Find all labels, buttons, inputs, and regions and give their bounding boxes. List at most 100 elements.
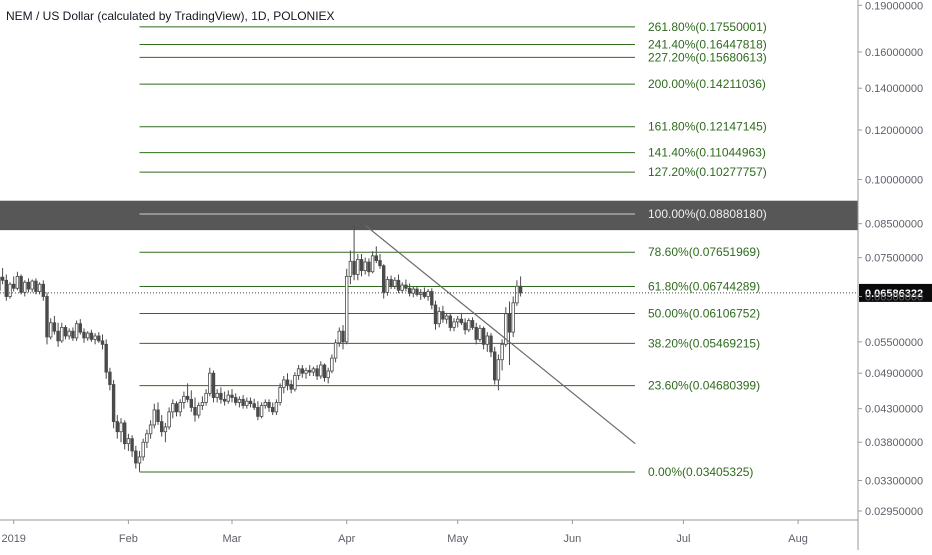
- candle-body: [338, 331, 341, 343]
- candle: [216, 389, 219, 402]
- candle: [456, 316, 459, 327]
- candle: [131, 435, 134, 457]
- candle: [90, 330, 93, 342]
- candle: [190, 390, 193, 411]
- candle-body: [345, 276, 348, 341]
- candle: [53, 316, 56, 335]
- candle-body: [390, 279, 393, 286]
- candle-body: [357, 259, 360, 274]
- candle-body: [227, 395, 230, 401]
- candle: [394, 277, 397, 289]
- candle-body: [61, 327, 64, 340]
- candle: [197, 402, 200, 418]
- candle-body: [434, 305, 437, 324]
- candle: [209, 368, 212, 397]
- candle-body: [475, 327, 478, 339]
- candle-body: [105, 344, 108, 372]
- candle-body: [57, 331, 60, 341]
- candle: [416, 286, 419, 296]
- candle: [449, 314, 452, 331]
- candle: [275, 399, 278, 415]
- chart-title: NEM / US Dollar (calculated by TradingVi…: [6, 9, 335, 23]
- candle: [497, 354, 500, 390]
- candle-body: [194, 407, 197, 415]
- candle-body: [279, 387, 282, 402]
- candle: [342, 325, 345, 349]
- candle-body: [360, 259, 363, 270]
- candle: [157, 402, 160, 425]
- candle-body: [86, 333, 89, 338]
- candle: [253, 399, 256, 410]
- candle-body: [142, 442, 145, 457]
- candle: [160, 415, 163, 437]
- candle: [105, 339, 108, 378]
- candle: [453, 318, 456, 331]
- candle-body: [172, 404, 175, 412]
- candle: [390, 276, 393, 289]
- candle-body: [153, 410, 156, 425]
- candle: [438, 307, 441, 327]
- candle: [16, 272, 19, 291]
- candle-body: [449, 316, 452, 327]
- candle-body: [468, 320, 471, 329]
- candle: [405, 279, 408, 291]
- candle: [364, 258, 367, 275]
- x-tick-label: May: [447, 533, 468, 545]
- candle: [512, 296, 515, 336]
- fib-levels-layer: 0.00%(0.03405325)23.60%(0.04680399)38.20…: [140, 20, 767, 479]
- candle: [464, 318, 467, 334]
- candle-body: [471, 320, 474, 327]
- candle: [175, 401, 178, 416]
- candle-body: [364, 262, 367, 271]
- candle-body: [320, 365, 323, 376]
- candle-body: [123, 423, 126, 444]
- candle-body: [38, 284, 41, 291]
- candle: [164, 423, 167, 442]
- trendline: [365, 225, 635, 443]
- candle: [297, 365, 300, 380]
- candle: [308, 365, 311, 376]
- candle-body: [486, 336, 489, 344]
- candle-body: [312, 369, 315, 372]
- fib-level-label: 241.40%(0.16447818): [648, 37, 767, 51]
- y-tick-label: 0.16000000: [865, 47, 923, 59]
- candle: [212, 370, 215, 402]
- candle-body: [31, 281, 34, 289]
- candle: [79, 319, 82, 334]
- candle-body: [35, 281, 38, 291]
- candle-body: [382, 266, 385, 293]
- candle: [268, 399, 271, 411]
- candle-body: [512, 303, 515, 332]
- candle: [72, 327, 75, 340]
- candle: [475, 323, 478, 345]
- candle: [101, 335, 104, 350]
- candle-body: [116, 422, 119, 432]
- candle: [123, 420, 126, 449]
- candle: [116, 415, 119, 439]
- fib-level-label: 50.00%(0.06106752): [648, 306, 760, 320]
- candle-body: [297, 369, 300, 376]
- candle: [149, 420, 152, 438]
- candle: [468, 318, 471, 332]
- candle-body: [12, 284, 15, 288]
- candle-body: [501, 344, 504, 359]
- y-tick-label: 0.08500000: [865, 219, 923, 231]
- candle: [223, 392, 226, 406]
- candle-body: [464, 323, 467, 330]
- candle: [323, 363, 326, 381]
- candle: [445, 313, 448, 324]
- y-tick-label: 0.03300000: [865, 476, 923, 488]
- candle: [31, 279, 34, 292]
- candle-body: [5, 280, 8, 296]
- candle: [320, 361, 323, 379]
- candle: [357, 254, 360, 280]
- candle: [257, 401, 260, 420]
- candle: [86, 331, 89, 341]
- candle: [286, 373, 289, 390]
- candle: [353, 225, 356, 280]
- candle-body: [83, 332, 86, 338]
- candle-body: [149, 425, 152, 434]
- candle-body: [127, 439, 130, 444]
